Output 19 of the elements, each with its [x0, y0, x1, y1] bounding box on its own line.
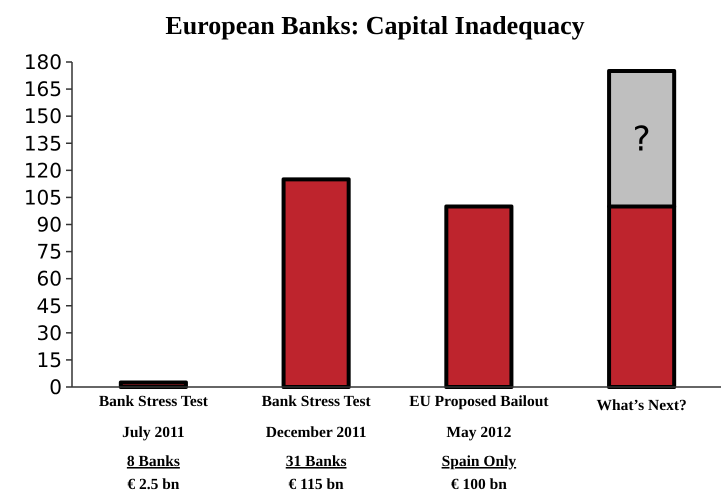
y-tick-label: 150: [24, 104, 62, 128]
x-tick-label: EU Proposed Bailout May 2012 Spain Only € 100 bn: [409, 393, 550, 493]
y-tick-label: 180: [24, 50, 62, 74]
x-tick-label: Bank Stress Test December 2011 31 Banks € 115 bn: [262, 393, 372, 493]
y-tick-label: 30: [36, 320, 62, 345]
y-tick-label: 135: [24, 131, 62, 156]
y-tick-label: 105: [24, 185, 62, 210]
y-tick-label: 60: [36, 266, 62, 291]
x-tick-label: Bank Stress Test July 2011 8 Banks € 2.5 bn: [98, 393, 209, 493]
y-tick-label: 120: [24, 158, 62, 182]
y-tick-label: 90: [36, 212, 62, 236]
y-tick-label: 75: [36, 240, 62, 264]
annotation: ?: [632, 120, 651, 160]
y-tick-label: 45: [36, 294, 62, 318]
y-tick-label: 15: [36, 348, 62, 372]
y-tick-label: 0: [49, 375, 62, 399]
chart-title: European Banks: Capital Inadequacy: [165, 11, 585, 40]
x-tick-label: What’s Next?: [596, 397, 687, 414]
y-tick-label: 165: [24, 77, 62, 102]
